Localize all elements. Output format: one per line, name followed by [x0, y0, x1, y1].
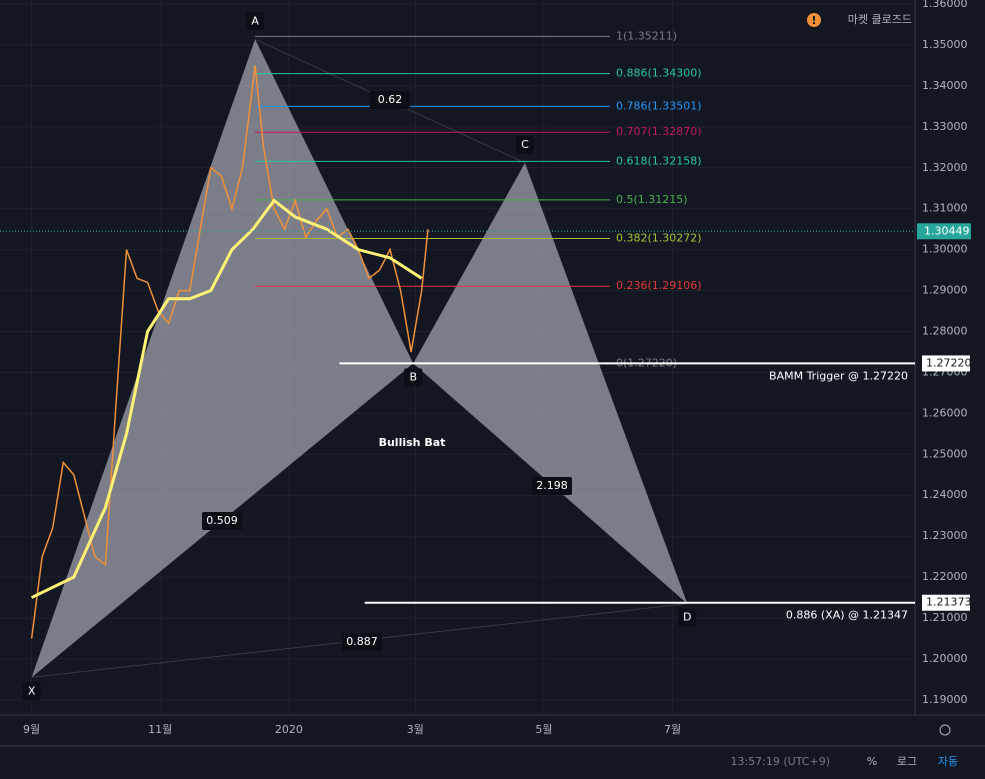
y-tick-label: 1.36000 [922, 0, 968, 10]
fib-label: 0.5(1.31215) [616, 193, 688, 206]
auto-button[interactable]: 자동 [938, 755, 958, 768]
price-tag [922, 355, 970, 372]
x-tick-label: 3월 [407, 723, 424, 736]
y-tick-label: 1.26000 [922, 406, 968, 419]
level-label: BAMM Trigger @ 1.27220 [769, 369, 908, 382]
fib-label: 1(1.35211) [616, 29, 677, 42]
ratio-box [370, 91, 410, 109]
y-tick-label: 1.35000 [922, 38, 968, 51]
y-tick-label: 1.24000 [922, 488, 968, 501]
x-tick-label: 2020 [275, 723, 303, 736]
y-tick-label: 1.33000 [922, 120, 968, 133]
price-tag-label: 1.30449 [924, 224, 970, 237]
plot-layer [0, 0, 915, 715]
level-label: 0.886 (XA) @ 1.21347 [786, 609, 908, 622]
fib-label: 0.618(1.32158) [616, 154, 702, 167]
pattern-wing [31, 39, 414, 678]
vertex-label: D [683, 611, 691, 624]
y-tick-label: 1.22000 [922, 570, 968, 583]
ratio-label: 0.887 [346, 635, 378, 648]
y-tick-label: 1.28000 [922, 325, 968, 338]
y-tick-label: 1.23000 [922, 529, 968, 542]
price-line [30, 65, 429, 639]
fib-label: 0.886(1.34300) [616, 67, 702, 80]
vertex-label: X [28, 684, 36, 697]
pattern-title: Bullish Bat [379, 436, 446, 449]
fib-label: 0.707(1.32870) [616, 125, 702, 138]
ratio-label: 0.62 [378, 93, 403, 106]
price-tag [922, 594, 970, 611]
vertex-label: C [521, 138, 529, 151]
ratio-box [202, 512, 242, 530]
pattern-wing [413, 162, 688, 604]
price-tag [917, 223, 971, 240]
ratio-box [532, 477, 572, 495]
vertex-box [515, 135, 534, 154]
settings-button[interactable] [939, 724, 951, 736]
fib-label: 0.786(1.33501) [616, 99, 702, 112]
ratio-label: 2.198 [536, 479, 568, 492]
price-tag-label: 1.21373 [926, 596, 972, 609]
vertex-box [678, 608, 697, 627]
price-line [30, 198, 423, 599]
market-status: 마켓 클로즈드 [848, 13, 912, 26]
y-tick-label: 1.34000 [922, 79, 968, 92]
y-tick-label: 1.30000 [922, 243, 968, 256]
y-tick-label: 1.25000 [922, 447, 968, 460]
x-tick-label: 5월 [535, 723, 552, 736]
vertex-label: A [251, 14, 259, 27]
ratio-box [342, 633, 382, 651]
y-tick-label: 1.31000 [922, 202, 968, 215]
status-icon-mark: ! [811, 14, 816, 27]
log-button[interactable]: 로그 [897, 755, 917, 768]
vertex-label: B [409, 370, 417, 383]
vertex-box [246, 12, 265, 31]
y-tick-label: 1.21000 [922, 611, 968, 624]
ratio-label: 0.509 [206, 514, 238, 527]
x-tick-label: 11월 [148, 723, 172, 736]
fib-label: 0.382(1.30272) [616, 232, 702, 245]
percent-button[interactable]: % [867, 755, 877, 768]
status-icon [807, 13, 821, 27]
y-tick-label: 1.19000 [922, 693, 968, 706]
price-tag-label: 1.27220 [926, 356, 972, 369]
vertex-box [404, 368, 423, 387]
clock: 13:57:19 (UTC+9) [730, 755, 830, 768]
y-tick-label: 1.32000 [922, 161, 968, 174]
fib-label: 0.236(1.29106) [616, 279, 702, 292]
x-tick-label: 7월 [664, 723, 681, 736]
y-tick-label: 1.20000 [922, 652, 968, 665]
x-tick-label: 9월 [23, 723, 40, 736]
vertex-box [22, 682, 41, 701]
y-tick-label: 1.29000 [922, 284, 968, 297]
